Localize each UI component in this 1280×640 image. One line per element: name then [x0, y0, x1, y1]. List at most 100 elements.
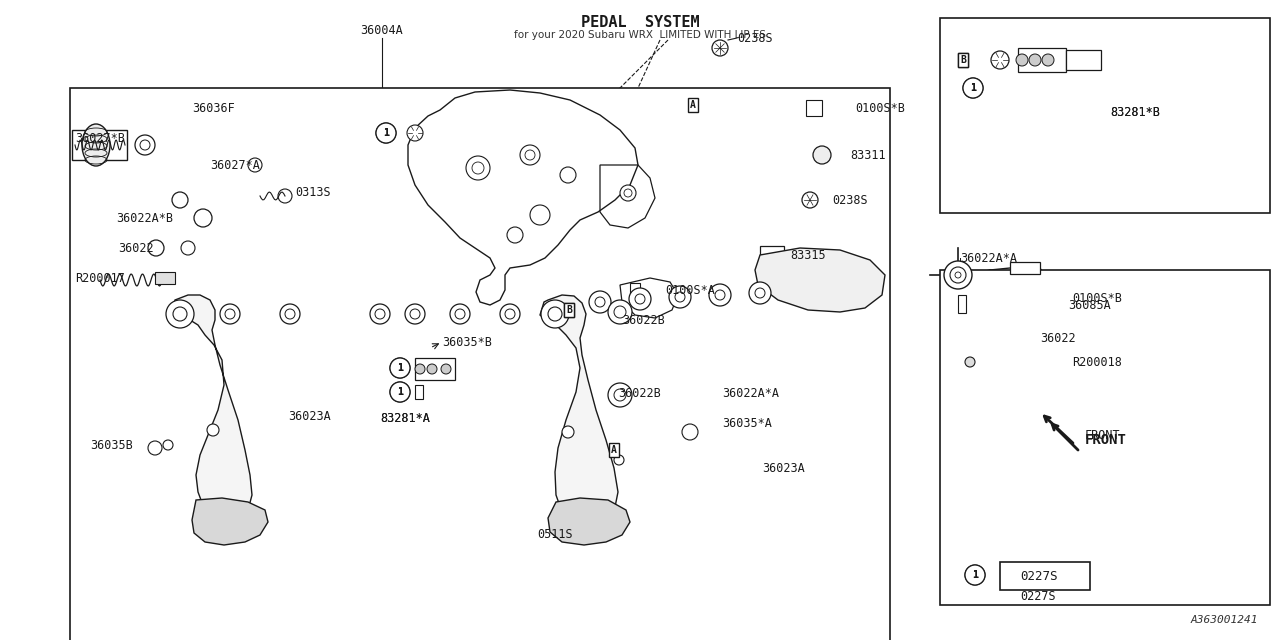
- Text: 83315: 83315: [790, 248, 826, 262]
- Circle shape: [965, 357, 975, 367]
- Circle shape: [561, 167, 576, 183]
- Circle shape: [472, 162, 484, 174]
- Circle shape: [163, 440, 173, 450]
- Circle shape: [675, 292, 685, 302]
- Circle shape: [207, 424, 219, 436]
- Circle shape: [965, 565, 986, 585]
- Circle shape: [375, 309, 385, 319]
- Circle shape: [541, 300, 570, 328]
- Text: 0100S*B: 0100S*B: [1073, 291, 1121, 305]
- Circle shape: [945, 261, 972, 289]
- Circle shape: [716, 290, 724, 300]
- Bar: [155, 272, 175, 284]
- Circle shape: [415, 364, 425, 374]
- Text: 36035B: 36035B: [90, 438, 133, 451]
- Text: 36027*A: 36027*A: [210, 159, 260, 172]
- Circle shape: [950, 267, 966, 283]
- Circle shape: [370, 304, 390, 324]
- Text: 36022A*B: 36022A*B: [116, 211, 173, 225]
- Text: B: B: [566, 305, 572, 315]
- Circle shape: [635, 294, 645, 304]
- Circle shape: [682, 424, 698, 440]
- Text: 36027*B: 36027*B: [76, 131, 125, 145]
- Circle shape: [390, 382, 410, 402]
- Circle shape: [404, 304, 425, 324]
- Circle shape: [507, 227, 524, 243]
- Circle shape: [134, 135, 155, 155]
- Circle shape: [148, 240, 164, 256]
- Circle shape: [1029, 54, 1041, 66]
- Text: 0227S: 0227S: [1020, 589, 1056, 602]
- Polygon shape: [755, 248, 884, 312]
- Circle shape: [390, 382, 410, 402]
- Text: 83311: 83311: [850, 148, 886, 161]
- Bar: [1010, 262, 1039, 274]
- Circle shape: [500, 304, 520, 324]
- Text: 36022B: 36022B: [618, 387, 660, 399]
- Text: 36085A: 36085A: [1068, 298, 1111, 312]
- Text: 0313S: 0313S: [294, 186, 330, 198]
- Bar: [806, 100, 822, 116]
- Circle shape: [451, 304, 470, 324]
- Text: B: B: [960, 55, 966, 65]
- Bar: [1000, 562, 1091, 590]
- Circle shape: [454, 309, 465, 319]
- Circle shape: [813, 146, 831, 164]
- Circle shape: [548, 307, 562, 321]
- Ellipse shape: [82, 124, 110, 166]
- Text: 1: 1: [970, 83, 975, 93]
- Text: 1: 1: [972, 570, 978, 580]
- Text: 1: 1: [397, 387, 403, 397]
- Circle shape: [428, 364, 436, 374]
- Circle shape: [749, 282, 771, 304]
- Circle shape: [172, 192, 188, 208]
- Text: 36023A: 36023A: [288, 410, 330, 422]
- Text: 36022B: 36022B: [622, 314, 664, 326]
- Circle shape: [1016, 54, 1028, 66]
- Text: 1: 1: [397, 387, 403, 397]
- Text: R200018: R200018: [1073, 355, 1121, 369]
- Circle shape: [614, 455, 625, 465]
- Text: 1: 1: [383, 128, 389, 138]
- Text: 83281*B: 83281*B: [1110, 106, 1160, 118]
- Text: 36004A: 36004A: [361, 24, 403, 36]
- Circle shape: [709, 284, 731, 306]
- Bar: [70, 88, 890, 640]
- Bar: [415, 385, 422, 399]
- Circle shape: [608, 300, 632, 324]
- Circle shape: [530, 205, 550, 225]
- Text: 0511S: 0511S: [538, 529, 572, 541]
- Circle shape: [525, 150, 535, 160]
- Circle shape: [140, 140, 150, 150]
- Circle shape: [620, 185, 636, 201]
- Circle shape: [628, 288, 652, 310]
- Circle shape: [614, 306, 626, 318]
- Circle shape: [614, 389, 626, 401]
- Circle shape: [608, 383, 632, 407]
- Text: 83281*B: 83281*B: [1110, 106, 1160, 118]
- Text: 0100S*B: 0100S*B: [855, 102, 905, 115]
- Text: 0238S: 0238S: [832, 193, 868, 207]
- Circle shape: [248, 158, 262, 172]
- Circle shape: [442, 364, 451, 374]
- Circle shape: [625, 189, 632, 197]
- Text: 1: 1: [397, 363, 403, 373]
- Text: 83281*A: 83281*A: [380, 412, 430, 424]
- Bar: [1066, 50, 1101, 70]
- Circle shape: [755, 288, 765, 298]
- Text: B: B: [566, 305, 572, 315]
- Polygon shape: [192, 498, 268, 545]
- Text: FRONT: FRONT: [1085, 429, 1120, 442]
- Circle shape: [965, 565, 986, 585]
- Text: for your 2020 Subaru WRX  LIMITED WITH LIP ES: for your 2020 Subaru WRX LIMITED WITH LI…: [515, 30, 765, 40]
- Text: A: A: [611, 445, 617, 455]
- Circle shape: [407, 125, 422, 141]
- Text: A: A: [690, 100, 696, 110]
- Text: 36035*A: 36035*A: [722, 417, 772, 429]
- Circle shape: [390, 358, 410, 378]
- Text: 1: 1: [383, 128, 389, 138]
- Bar: [415, 358, 454, 380]
- Polygon shape: [172, 295, 252, 522]
- Polygon shape: [540, 295, 618, 528]
- Text: 1: 1: [972, 570, 978, 580]
